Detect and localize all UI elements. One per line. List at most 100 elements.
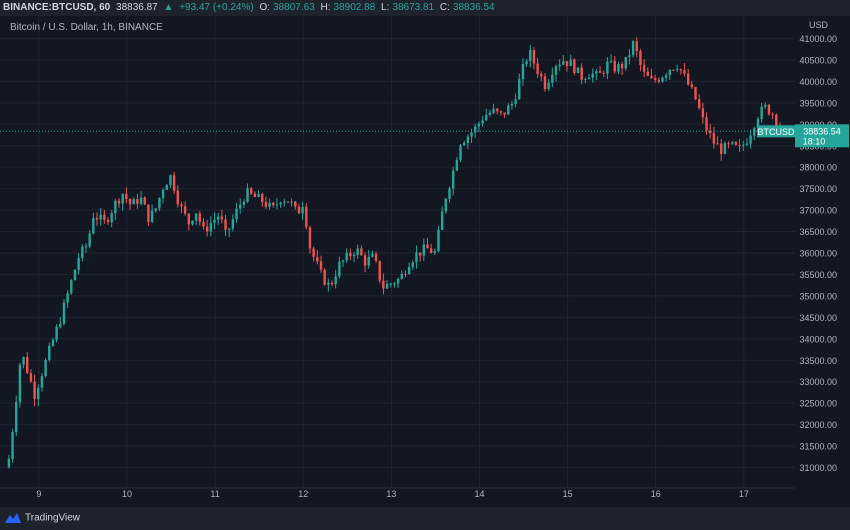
candle-down — [679, 68, 683, 75]
candle-body — [290, 201, 293, 203]
candle-body — [257, 193, 260, 197]
candle-body — [220, 216, 224, 220]
price-tick-label: 35500.00 — [799, 270, 837, 280]
candle-body — [242, 201, 246, 205]
last-price-tag — [795, 124, 849, 148]
candle-down — [429, 243, 433, 254]
candle-body — [429, 248, 433, 254]
candle-body — [738, 144, 741, 146]
candle-body — [385, 283, 389, 289]
candle-body — [565, 61, 569, 66]
candle-down — [720, 138, 723, 162]
candle-down — [360, 245, 363, 256]
candle-up — [92, 212, 95, 235]
candle-up — [37, 384, 40, 407]
candle-body — [466, 136, 470, 143]
candle-body — [481, 120, 484, 124]
price-tick-label: 39500.00 — [799, 98, 837, 108]
candle-down — [503, 112, 506, 118]
candle-body — [121, 193, 124, 204]
candle-body — [686, 73, 690, 85]
candle-up — [88, 230, 91, 249]
candle-down — [646, 67, 649, 77]
candle-up — [764, 102, 767, 109]
candle-up — [62, 299, 66, 326]
candle-body — [253, 193, 257, 197]
candle-body — [51, 339, 55, 346]
candle-body — [22, 357, 25, 365]
candle-up — [433, 248, 437, 256]
candle-body — [308, 227, 312, 249]
candle-body — [433, 251, 437, 254]
candle-down — [565, 61, 569, 72]
symbol-label[interactable]: BINANCE:BTCUSD, 60 — [3, 2, 111, 13]
candle-up — [492, 103, 495, 115]
candle-up — [15, 395, 18, 437]
candle-up — [367, 250, 370, 269]
candle-up — [624, 57, 627, 71]
candle-down — [183, 201, 187, 216]
candle-down — [709, 123, 712, 139]
candle-body — [198, 213, 202, 222]
candle-up — [301, 201, 304, 220]
candle-up — [132, 197, 135, 205]
candle-up — [242, 199, 246, 209]
candle-body — [712, 133, 716, 144]
time-tick-label: 16 — [651, 489, 661, 499]
candle-down — [635, 37, 638, 57]
candle-body — [745, 143, 749, 145]
candle-up — [231, 214, 235, 232]
candle-up — [66, 290, 69, 309]
candle-down — [694, 86, 697, 101]
candle-body — [628, 55, 631, 58]
candle-up — [485, 108, 488, 122]
candle-up — [481, 115, 484, 127]
price-chart[interactable]: BTCUSD USD 31000.00 31500.00 32000.00 32500.… — [0, 16, 850, 503]
candle-up — [334, 269, 337, 289]
candle-up — [11, 428, 14, 463]
candle-body — [205, 226, 209, 232]
candle-body — [477, 123, 481, 127]
candle-body — [598, 71, 602, 73]
candle-down — [650, 68, 653, 79]
candle-down — [697, 94, 701, 110]
price-tick-label: 40000.00 — [799, 77, 837, 87]
candle-body — [617, 64, 620, 72]
candle-up — [396, 277, 400, 288]
candle-body — [250, 188, 253, 194]
candle-down — [308, 225, 312, 254]
candle-up — [529, 44, 532, 68]
candle-body — [697, 99, 701, 109]
candle-up — [239, 198, 242, 214]
candle-body — [88, 233, 91, 247]
price-tick-label: 33500.00 — [799, 356, 837, 366]
candle-body — [15, 401, 18, 432]
candle-body — [547, 82, 550, 90]
price-tick-label: 32500.00 — [799, 399, 837, 409]
candle-down — [272, 201, 275, 208]
candle-up — [194, 213, 198, 226]
candle-body — [551, 74, 554, 83]
candle-body — [191, 220, 194, 225]
candle-up — [407, 262, 411, 275]
candle-body — [26, 357, 29, 373]
candle-body — [363, 255, 367, 266]
candle-up — [731, 141, 734, 146]
price-tick-label: 34000.00 — [799, 334, 837, 344]
high-value: 38902.88 — [333, 2, 376, 13]
candle-body — [275, 204, 279, 206]
candle-body — [312, 248, 315, 258]
candle-body — [580, 67, 583, 80]
candle-up — [216, 212, 220, 225]
candle-down — [330, 280, 334, 287]
time-tick-label: 11 — [210, 489, 219, 499]
candle-body — [650, 75, 653, 79]
candle-down — [727, 141, 730, 149]
chart-area[interactable]: BTCUSD USD 31000.00 31500.00 32000.00 32500.… — [0, 16, 850, 503]
tradingview-logo[interactable]: TradingView — [4, 512, 80, 524]
candle-body — [147, 204, 150, 222]
candle-body — [455, 159, 459, 171]
candle-up — [165, 183, 168, 190]
candle-body — [55, 326, 58, 340]
candle-down — [349, 248, 352, 261]
